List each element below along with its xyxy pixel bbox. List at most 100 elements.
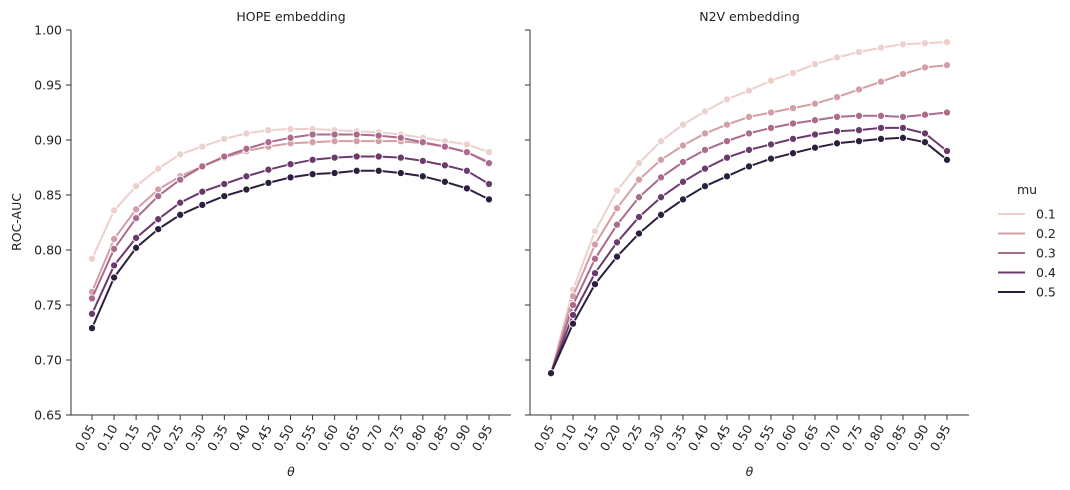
data-point	[612, 204, 622, 213]
data-point	[154, 225, 163, 234]
data-point	[264, 165, 273, 174]
data-point	[330, 168, 339, 178]
panels: HOPE embedding0.650.700.750.800.850.900.…	[34, 9, 969, 479]
data-point	[330, 137, 339, 146]
data-point	[546, 369, 556, 378]
data-point	[810, 130, 820, 139]
data-point	[198, 162, 207, 171]
x-tick-label: 0.25	[160, 422, 187, 454]
data-point	[634, 159, 644, 168]
data-point	[462, 148, 471, 157]
data-point	[898, 40, 908, 49]
data-point	[132, 243, 141, 252]
data-point	[722, 95, 732, 104]
data-point	[898, 133, 908, 142]
series-line	[550, 136, 948, 374]
data-point	[242, 172, 251, 181]
x-tick-label: 0.35	[663, 422, 690, 454]
data-point	[154, 215, 163, 224]
x-tick-label: 0.10	[94, 422, 121, 454]
data-point	[744, 129, 754, 138]
y-tick-label: 0.95	[34, 78, 62, 93]
data-point	[87, 309, 97, 318]
data-point	[590, 227, 600, 236]
y-tick-label: 1.00	[34, 23, 62, 38]
data-point	[154, 185, 163, 194]
data-point	[766, 154, 776, 163]
data-point	[220, 192, 229, 201]
x-tick-label: 0.45	[248, 422, 275, 454]
data-point	[110, 234, 119, 244]
data-point	[612, 252, 622, 261]
data-point	[788, 119, 798, 128]
series-0.1	[546, 38, 952, 378]
series-line	[550, 64, 948, 374]
x-tick-label: 0.30	[182, 422, 209, 454]
data-point	[876, 43, 886, 52]
data-point	[590, 269, 600, 278]
x-tick-label: 0.40	[685, 422, 712, 454]
data-point	[176, 210, 185, 219]
data-point	[396, 133, 405, 142]
data-point	[744, 145, 754, 154]
data-point	[352, 152, 361, 161]
data-point	[788, 68, 798, 77]
data-point	[132, 214, 141, 223]
data-point	[832, 127, 842, 136]
series-0.4	[546, 123, 952, 378]
data-point	[462, 166, 471, 175]
panel-title: HOPE embedding	[236, 9, 345, 24]
data-point	[484, 148, 494, 157]
x-axis-label: θ	[746, 464, 754, 479]
x-tick-label: 0.55	[292, 422, 319, 454]
data-point	[264, 138, 273, 147]
x-tick-label: 0.50	[729, 422, 756, 454]
x-tick-label: 0.85	[883, 422, 910, 454]
series-0.3	[87, 130, 494, 303]
x-axis-label: θ	[287, 464, 295, 479]
data-point	[612, 238, 622, 247]
x-tick-label: 0.80	[403, 422, 430, 454]
x-tick-label: 0.80	[861, 422, 888, 454]
x-tick-label: 0.95	[469, 422, 496, 454]
data-point	[678, 177, 688, 186]
panel-1: HOPE embedding0.650.700.750.800.850.900.…	[34, 9, 511, 479]
y-tick-label: 0.70	[34, 353, 62, 368]
legend: mu 0.1 0.2 0.3 0.4 0.5	[998, 182, 1056, 300]
data-point	[568, 300, 578, 310]
legend-label: 0.3	[1036, 246, 1056, 261]
data-point	[198, 142, 207, 151]
data-point	[810, 116, 820, 125]
data-point	[242, 185, 251, 194]
data-point	[198, 200, 207, 209]
x-tick-label: 0.15	[116, 422, 143, 454]
data-point	[286, 160, 295, 169]
x-tick-label: 0.65	[795, 422, 822, 454]
data-point	[810, 99, 820, 108]
data-point	[722, 120, 732, 129]
data-point	[462, 184, 471, 193]
data-point	[854, 126, 864, 135]
data-point	[612, 186, 622, 195]
data-point	[766, 108, 776, 117]
x-tick-label: 0.75	[380, 422, 407, 454]
data-point	[220, 179, 229, 189]
data-point	[722, 137, 732, 146]
series-0.5	[87, 166, 494, 333]
y-axis-label: ROC-AUC	[9, 193, 24, 251]
legend-label: 0.5	[1036, 285, 1056, 300]
data-point	[810, 143, 820, 152]
data-point	[462, 140, 471, 149]
data-point	[634, 193, 644, 202]
data-point	[590, 240, 600, 249]
x-tick-label: 0.60	[773, 422, 800, 454]
data-point	[942, 155, 952, 164]
data-point	[308, 155, 317, 164]
data-point	[374, 152, 383, 161]
x-tick-label: 0.05	[531, 422, 558, 454]
x-tick-label: 0.85	[425, 422, 452, 454]
series-0.4	[87, 152, 494, 318]
series-line	[91, 133, 490, 299]
data-point	[568, 310, 578, 319]
data-point	[352, 166, 361, 175]
